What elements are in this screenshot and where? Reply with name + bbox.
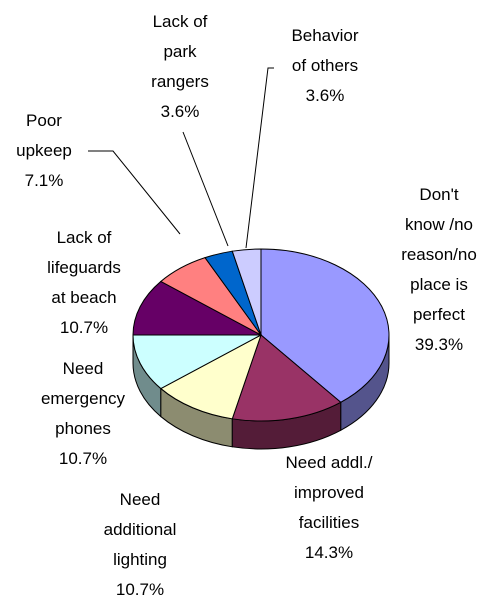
slice-label-line: 3.6% bbox=[306, 86, 345, 105]
slice-label-line: 3.6% bbox=[161, 102, 200, 121]
slice-label-line: reason/no bbox=[401, 245, 477, 264]
slice-label-line: Behavior bbox=[291, 26, 358, 45]
slice-label-line: 10.7% bbox=[60, 318, 108, 337]
pie-slice-3 bbox=[132, 334, 262, 390]
slice-label-6: Lack of park rangers 3.6% bbox=[151, 12, 209, 121]
slice-label-line: park bbox=[163, 42, 197, 61]
slice-label-line: 7.1% bbox=[25, 171, 64, 190]
slice-label-line: Need bbox=[120, 490, 161, 509]
slice-label-line: additional bbox=[104, 520, 177, 539]
pie-slice-2 bbox=[159, 333, 262, 420]
leader-line-7 bbox=[245, 67, 274, 249]
pie-slice-0 bbox=[260, 248, 390, 403]
slice-label-line: 14.3% bbox=[305, 543, 353, 562]
leader-line-6 bbox=[182, 131, 229, 247]
slice-label-line: Poor bbox=[26, 111, 62, 130]
slice-label-1: Need addl./ improved facilities 14.3% bbox=[286, 453, 373, 562]
slice-label-2: Need additional lighting 10.7% bbox=[104, 490, 177, 599]
pie-slice-7 bbox=[231, 248, 262, 336]
leader-line-5 bbox=[88, 150, 181, 235]
slice-labels: Don't know /no reason/no place is perfect 39.… bbox=[16, 12, 477, 599]
slice-label-5: Poor upkeep 7.1% bbox=[16, 111, 72, 190]
slice-label-line: emergency bbox=[41, 389, 126, 408]
pie-sides bbox=[132, 334, 390, 450]
slice-label-line: of others bbox=[292, 56, 358, 75]
slice-label-line: place is bbox=[410, 275, 468, 294]
slice-label-line: 10.7% bbox=[116, 580, 164, 599]
slice-label-3: Need emergency phones 10.7% bbox=[41, 359, 126, 468]
pie-slices bbox=[132, 248, 390, 422]
slice-label-line: Lack of bbox=[57, 228, 112, 247]
slice-label-line: know /no bbox=[405, 215, 473, 234]
slice-label-line: 10.7% bbox=[59, 449, 107, 468]
slice-label-line: Lack of bbox=[153, 12, 208, 31]
slice-label-line: upkeep bbox=[16, 141, 72, 160]
slice-label-line: Need addl./ bbox=[286, 453, 373, 472]
pie-slice-1 bbox=[231, 334, 342, 422]
slice-label-line: at beach bbox=[51, 288, 116, 307]
slice-label-4: Lack of lifeguards at beach 10.7% bbox=[47, 228, 121, 337]
slice-label-line: lighting bbox=[113, 550, 167, 569]
slice-label-line: Need bbox=[63, 359, 104, 378]
slice-label-7: Behavior of others 3.6% bbox=[291, 26, 358, 105]
slice-label-line: improved bbox=[294, 483, 364, 502]
leader-lines bbox=[88, 67, 274, 249]
slice-label-line: lifeguards bbox=[47, 258, 121, 277]
slice-label-line: 39.3% bbox=[415, 335, 463, 354]
slice-label-line: phones bbox=[55, 419, 111, 438]
slice-label-line: facilities bbox=[299, 513, 359, 532]
pie-slice-4 bbox=[132, 280, 262, 336]
slice-label-line: perfect bbox=[413, 305, 465, 324]
slice-label-0: Don't know /no reason/no place is perfect 39.… bbox=[401, 185, 477, 354]
slice-label-line: Don't bbox=[419, 185, 458, 204]
slice-label-line: rangers bbox=[151, 72, 209, 91]
